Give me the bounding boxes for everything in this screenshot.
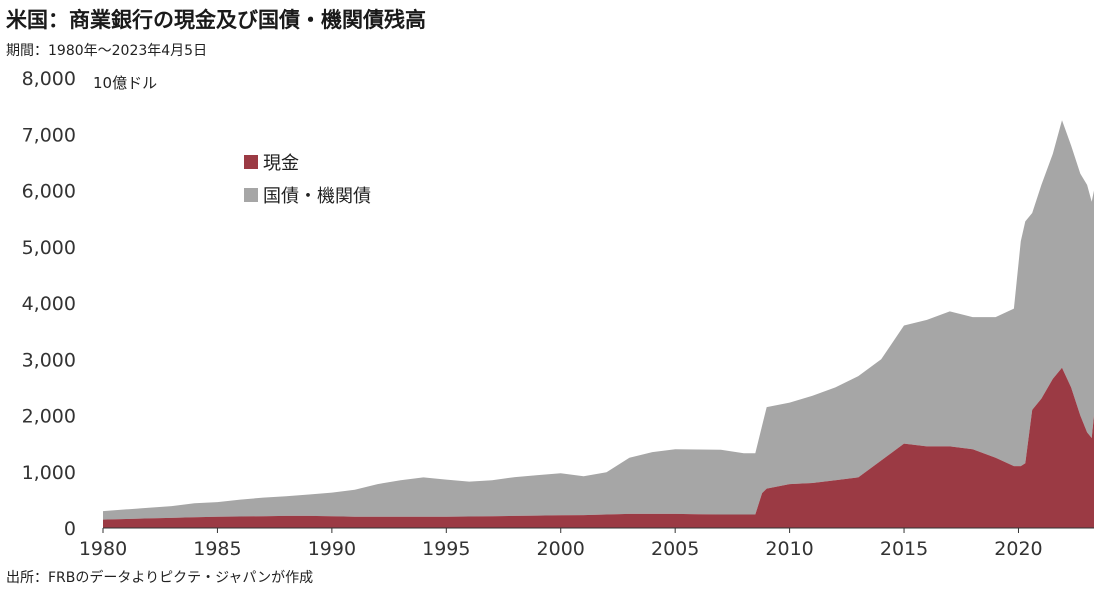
chart-subtitle: 期間：1980年～2023年4月5日 [6,43,208,59]
x-axis-ticks: 1980 1985 1990 1995 2000 2005 2010 2015 2020 [79,528,1043,560]
y-tick-label: 4,000 [22,293,76,315]
y-tick-label: 1,000 [22,462,76,484]
legend-swatch-cash [244,155,258,169]
legend-swatch-securities [244,188,258,202]
y-tick-label: 3,000 [22,349,76,371]
y-tick-label: 5,000 [22,237,76,259]
x-tick-label: 2000 [537,538,585,560]
y-tick-label: 7,000 [22,124,76,146]
x-tick-label: 2015 [880,538,928,560]
plot-areas [103,120,1094,528]
legend-label-cash: 現金 [263,153,299,174]
x-tick-label: 2010 [765,538,813,560]
legend: 現金 国債・機関債 [244,153,371,207]
x-tick-label: 2005 [651,538,699,560]
y-axis-ticks: 0 1,000 2,000 3,000 4,000 5,000 6,000 7,000 8,00… [22,68,76,540]
area-series-cash [103,367,1094,528]
y-tick-label: 6,000 [22,181,76,203]
y-tick-label: 2,000 [22,406,76,428]
source-note: 出所：FRBのデータよりピクテ・ジャパンが作成 [6,570,314,586]
chart-title: 米国：商業銀行の現金及び国債・機関債残高 [6,8,426,32]
x-tick-label: 1995 [422,538,470,560]
area-series-securities [103,120,1094,520]
y-tick-label: 8,000 [22,68,76,90]
unit-label: 10億ドル [93,74,157,92]
legend-label-securities: 国債・機関債 [263,186,371,207]
x-tick-label: 2020 [994,538,1042,560]
x-tick-label: 1985 [193,538,241,560]
x-tick-label: 1990 [308,538,356,560]
y-tick-label: 0 [64,518,76,540]
x-tick-label: 1980 [79,538,127,560]
